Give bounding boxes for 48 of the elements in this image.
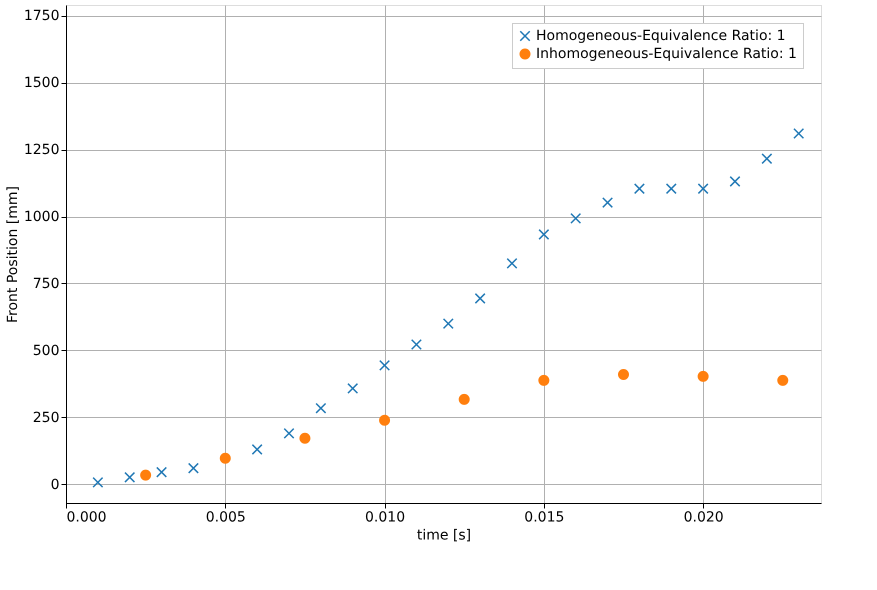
x-tick-label: 0.020 (684, 510, 724, 526)
point (698, 370, 709, 382)
point (458, 394, 470, 405)
point (379, 414, 390, 426)
point (347, 382, 358, 394)
point (315, 402, 326, 414)
point (220, 452, 231, 464)
y-tick-label: 0 (50, 476, 60, 493)
x-tick-label: 0.000 (66, 510, 107, 526)
point (618, 369, 629, 380)
point (698, 183, 709, 194)
legend-label: Inhomogeneous-Equivalence Ratio: 1 (536, 46, 797, 62)
point (602, 197, 614, 208)
y-tick-label: 250 (32, 410, 60, 426)
point (442, 318, 454, 330)
point (252, 444, 263, 455)
x-axis-title: time [s] (416, 528, 472, 544)
x-tick-label: 0.010 (365, 510, 406, 526)
point (777, 374, 788, 386)
point (188, 462, 199, 474)
point (379, 360, 390, 371)
point (570, 212, 582, 224)
legend-label: Homogeneous-Equivalence Ratio: 1 (536, 28, 786, 44)
y-axis-title: Front Position [mm] (4, 186, 21, 324)
point (474, 292, 486, 304)
point (140, 470, 152, 481)
point (761, 153, 772, 164)
point (506, 258, 518, 269)
point (156, 466, 168, 478)
point (538, 228, 550, 240)
point (410, 339, 422, 350)
point (92, 476, 104, 488)
y-tick-label: 500 (32, 342, 60, 359)
y-tick-label: 1750 (24, 8, 60, 24)
point (538, 374, 550, 386)
y-tick-label: 1500 (24, 75, 60, 92)
point (666, 183, 677, 194)
x-tick-label: 0.005 (206, 510, 246, 526)
point (793, 128, 804, 140)
point (634, 183, 645, 194)
y-tick-label: 1250 (24, 142, 60, 158)
point (299, 432, 310, 444)
point (284, 428, 294, 439)
point (729, 176, 740, 187)
point (124, 472, 136, 483)
y-tick-label: 1000 (24, 209, 60, 226)
y-tick-label: 750 (32, 276, 60, 292)
x-tick-label: 0.015 (524, 510, 564, 526)
